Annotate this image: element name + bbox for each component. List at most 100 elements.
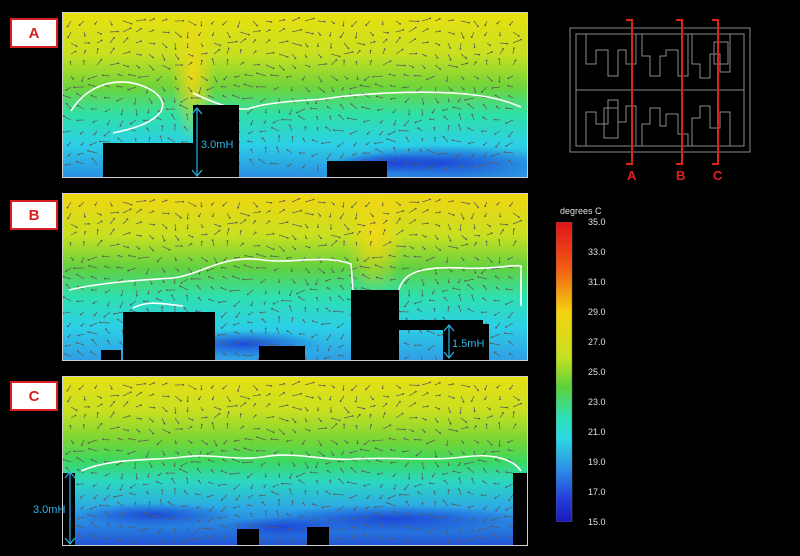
velocity-vector (311, 288, 319, 291)
vector-head (106, 487, 109, 490)
vector-head (99, 140, 101, 143)
vector-head (372, 256, 375, 259)
vector-head (270, 343, 272, 346)
vector-head (72, 259, 75, 261)
vector-head (473, 410, 476, 413)
vector-head (117, 254, 120, 257)
vector-head (180, 465, 183, 467)
vector-head (466, 243, 469, 246)
vector-head (209, 509, 212, 512)
vector-head (320, 261, 323, 264)
vector-head (140, 391, 142, 394)
vector-head (333, 129, 335, 132)
velocity-vector (212, 59, 215, 66)
vector-head (423, 431, 426, 433)
vector-head (338, 529, 341, 532)
vector-head (119, 124, 122, 127)
velocity-vector (66, 86, 72, 91)
velocity-vector (460, 223, 462, 230)
velocity-vector (271, 308, 280, 313)
vector-head (104, 460, 106, 463)
vector-head (113, 47, 115, 50)
vector-head (490, 79, 493, 82)
vector-head (436, 421, 439, 423)
velocity-vector (122, 37, 128, 44)
velocity-vector (207, 86, 215, 91)
velocity-vector (273, 483, 280, 488)
vector-head (470, 530, 473, 533)
velocity-vector (109, 412, 115, 419)
vector-head (435, 455, 438, 458)
vector-head (159, 499, 162, 502)
vector-head (402, 86, 405, 89)
vector-head (248, 313, 251, 316)
vector-head (117, 394, 119, 397)
section-plot-a (62, 12, 528, 178)
vector-head (421, 502, 424, 504)
velocity-vector (340, 31, 345, 38)
velocity-vector (244, 447, 254, 452)
vector-head (76, 456, 79, 459)
vector-head (146, 491, 148, 493)
vector-head (471, 477, 473, 480)
vector-head (426, 392, 429, 394)
vector-head (163, 542, 165, 544)
vector-head (319, 398, 322, 400)
vector-head (337, 277, 340, 280)
velocity-vector (148, 97, 153, 103)
section-line-c (712, 19, 719, 165)
vector-head (385, 219, 388, 222)
velocity-vector (148, 461, 153, 467)
velocity-vector (473, 384, 479, 391)
vector-head (291, 317, 294, 319)
vector-head (393, 487, 396, 490)
vector-head (351, 535, 353, 538)
velocity-vector (478, 276, 488, 280)
vector-head (375, 148, 377, 150)
vector-head (325, 427, 327, 429)
velocity-vector (382, 241, 391, 247)
velocity-vector (221, 342, 228, 346)
vector-head (493, 534, 496, 537)
vector-head (403, 305, 406, 308)
vector-head (333, 22, 335, 25)
vector-head (462, 258, 465, 261)
vector-head (399, 204, 401, 206)
vector-head (413, 255, 416, 258)
vector-head (325, 462, 328, 465)
velocity-vector (117, 267, 124, 269)
velocity-vector (434, 538, 439, 545)
velocity-vector (404, 300, 410, 307)
velocity-vector (408, 402, 416, 408)
vector-head (375, 512, 377, 514)
velocity-vector (382, 424, 391, 430)
vector-head (378, 157, 381, 160)
velocity-vector (78, 516, 85, 519)
velocity-vector (428, 163, 436, 169)
vector-head (449, 228, 452, 230)
velocity-vector (447, 417, 451, 424)
velocity-vector (299, 296, 306, 302)
vector-head (417, 308, 419, 311)
velocity-vector (243, 461, 254, 463)
vector-head (415, 416, 418, 419)
vector-head (84, 398, 86, 401)
velocity-vector (460, 406, 462, 413)
vector-head (427, 348, 430, 351)
vector-head (349, 274, 352, 277)
velocity-vector (375, 264, 384, 269)
vector-head (482, 116, 485, 119)
vector-head (343, 59, 345, 62)
velocity-vector (234, 84, 241, 88)
vector-head (387, 31, 389, 34)
velocity-vector (168, 501, 176, 507)
velocity-vector (459, 114, 462, 121)
velocity-vector (117, 278, 124, 283)
vector-head (477, 389, 479, 392)
vector-head (91, 338, 94, 341)
vector-head (505, 326, 507, 328)
vector-head (194, 388, 197, 390)
vector-head (477, 77, 479, 80)
velocity-vector (395, 428, 405, 430)
vector-head (278, 292, 281, 295)
